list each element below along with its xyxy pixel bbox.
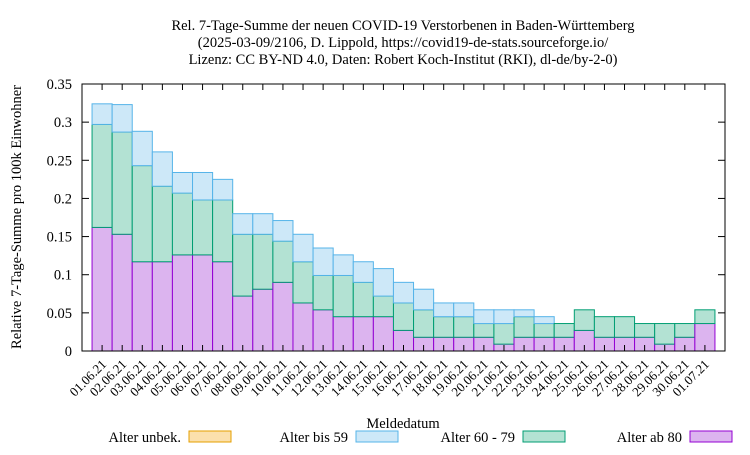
legend-swatch	[689, 430, 733, 443]
bar-segment-series-1-17	[433, 316, 455, 338]
bar-segment-series-1-25	[593, 316, 615, 338]
bar-segment-series-0-7	[232, 295, 254, 352]
legend-swatch	[188, 430, 232, 443]
bar-segment-series-2-20	[493, 309, 515, 325]
bar-segment-series-1-21	[513, 316, 535, 338]
bar-segment-series-1-20	[493, 323, 515, 345]
bar-segment-series-2-19	[473, 309, 495, 325]
bar-segment-series-0-6	[212, 261, 234, 352]
bar-segment-series-1-15	[392, 302, 415, 331]
bar-segment-series-1-1	[111, 131, 133, 235]
bar-segment-series-2-15	[392, 281, 415, 304]
bar-segment-series-1-5	[192, 199, 214, 256]
legend-swatch	[522, 430, 566, 443]
bar-segment-series-2-7	[232, 213, 254, 235]
bar-segment-series-1-29	[674, 323, 696, 338]
bar-segment-series-1-14	[372, 295, 394, 318]
bar-segment-series-0-2	[131, 261, 153, 352]
bar-segment-series-2-3	[151, 151, 173, 187]
bar-segment-series-1-12	[332, 274, 354, 318]
bar-segment-series-1-0	[91, 123, 113, 228]
legend-label: Alter bis 59	[280, 430, 348, 446]
bar-segment-series-1-30	[694, 309, 716, 325]
bar-segment-series-2-5	[192, 171, 214, 201]
bar-segment-series-2-8	[252, 213, 274, 235]
bar-segment-series-2-10	[292, 233, 314, 263]
y-tick-label: 0.05	[47, 306, 72, 322]
bar-segment-series-2-2	[131, 130, 153, 167]
bar-segment-series-1-28	[654, 323, 676, 345]
bar-segment-series-1-22	[533, 323, 555, 338]
bar-segment-series-0-10	[292, 302, 314, 352]
bar-segment-series-2-16	[413, 288, 435, 311]
bar-segment-series-2-22	[533, 316, 555, 325]
bar-segment-series-1-7	[232, 233, 254, 297]
bar-segment-series-1-10	[292, 261, 314, 304]
bar-segment-series-2-6	[212, 178, 234, 201]
bar-segment-series-1-23	[553, 323, 575, 338]
bar-segment-series-1-2	[131, 165, 153, 263]
chart-license-line: Lizenz: CC BY-ND 4.0, Daten: Robert Koch…	[189, 52, 618, 68]
bar-segment-series-2-11	[312, 247, 334, 276]
bars-layer	[91, 103, 716, 352]
y-tick-label: 0.3	[54, 115, 72, 131]
bar-segment-series-2-1	[111, 104, 133, 133]
bar-segment-series-1-3	[151, 185, 173, 263]
bar-segment-series-0-1	[111, 233, 133, 352]
bar-segment-series-1-27	[634, 323, 656, 338]
bar-segment-series-2-18	[453, 302, 475, 318]
bar-segment-series-1-13	[352, 281, 374, 318]
chart-title-line: Rel. 7-Tage-Summe der neuen COVID-19 Ver…	[171, 18, 634, 34]
bar-segment-series-1-8	[252, 233, 274, 290]
bar-segment-series-2-0	[91, 103, 113, 125]
bar-segment-series-0-3	[151, 261, 173, 352]
bar-segment-series-2-14	[372, 268, 394, 297]
legend: Alter unbek. Alter bis 59 Alter 60 - 79 Alt…	[109, 430, 733, 446]
legend-label: Alter ab 80	[617, 430, 682, 446]
y-axis: 0 0.05 0.1 0.15 0.2 0.25 0.3 0.35	[47, 77, 725, 360]
bar-segment-series-0-5	[192, 254, 214, 352]
bar-segment-series-0-9	[272, 281, 294, 352]
bar-segment-series-2-21	[513, 309, 535, 318]
bar-segment-series-2-17	[433, 302, 455, 318]
bar-segment-series-2-4	[171, 171, 194, 194]
bar-segment-series-0-4	[171, 254, 194, 352]
bar-segment-series-2-12	[332, 254, 354, 276]
bar-segment-series-1-11	[312, 274, 334, 311]
bar-segment-series-2-13	[352, 261, 374, 283]
bar-segment-series-1-6	[212, 199, 234, 263]
y-axis-title: Relative 7-Tage-Summe pro 100k Einwohner	[9, 85, 25, 349]
y-tick-label: 0.2	[54, 191, 72, 207]
bar-segment-series-0-0	[91, 226, 113, 352]
bar-segment-series-1-4	[171, 192, 194, 256]
y-tick-label: 0.15	[47, 230, 72, 246]
bar-segment-series-2-9	[272, 220, 294, 242]
bar-segment-series-1-9	[272, 240, 294, 283]
chart-title: Rel. 7-Tage-Summe der neuen COVID-19 Ver…	[171, 18, 634, 68]
chart-subtitle-line: (2025-03-09/2106, D. Lippold, https://co…	[198, 35, 609, 51]
bar-segment-series-1-18	[453, 316, 475, 338]
legend-label: Alter unbek.	[109, 430, 181, 446]
bar-segment-series-1-24	[573, 309, 595, 331]
legend-swatch	[355, 430, 399, 443]
bar-segment-series-1-26	[613, 316, 636, 338]
bar-segment-series-1-19	[473, 323, 495, 338]
y-tick-label: 0.35	[47, 77, 72, 93]
y-tick-label: 0	[65, 344, 72, 360]
legend-label: Alter 60 - 79	[441, 430, 516, 446]
bar-segment-series-1-16	[413, 309, 435, 338]
y-tick-label: 0.1	[54, 268, 72, 284]
bar-segment-series-0-8	[252, 288, 274, 352]
y-tick-label: 0.25	[47, 153, 72, 169]
bar-segment-series-0-11	[312, 309, 334, 352]
x-axis-title: Meldedatum	[366, 416, 440, 432]
